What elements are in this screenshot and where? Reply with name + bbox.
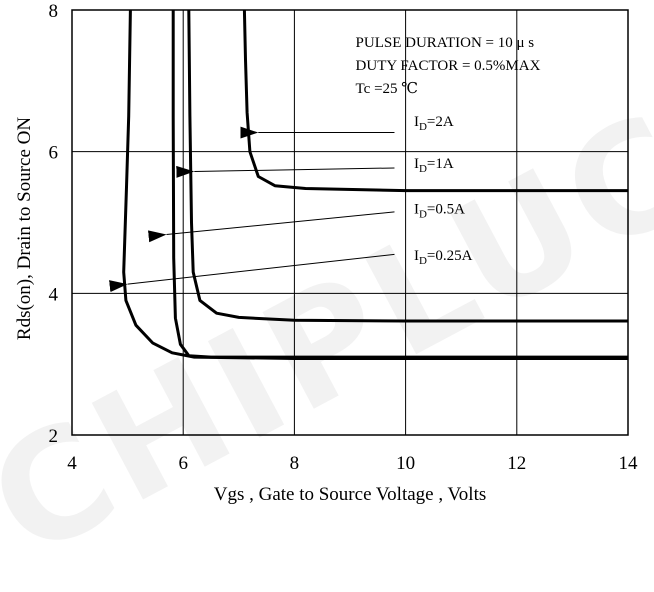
x-tick-label: 14 xyxy=(619,453,639,474)
grid xyxy=(72,10,628,435)
x-tick-label: 8 xyxy=(290,453,300,474)
series-curve-4 xyxy=(122,9,628,360)
series-arrow-3 xyxy=(148,211,395,243)
x-tick-label: 6 xyxy=(178,453,188,474)
y-tick-label: 4 xyxy=(49,284,59,305)
series-arrow-2 xyxy=(176,165,395,178)
y-tick-label: 8 xyxy=(49,1,59,22)
series-arrow-4 xyxy=(109,253,395,293)
test-conditions: PULSE DURATION = 10 μ s DUTY FACTOR = 0.5… xyxy=(356,35,541,97)
series-label-2: ID=1A xyxy=(414,156,454,175)
series-curve-1 xyxy=(242,9,628,193)
y-tick-label: 6 xyxy=(49,143,59,164)
y-tick-label: 2 xyxy=(49,426,59,447)
curves xyxy=(122,9,628,360)
annotation-arrows xyxy=(109,126,395,293)
condition-line: PULSE DURATION = 10 μ s xyxy=(356,35,535,51)
series-label-3: ID=0.5A xyxy=(414,201,465,220)
x-tick-label: 10 xyxy=(396,453,415,474)
plot-frame xyxy=(71,9,629,436)
x-tick-label: 12 xyxy=(507,453,526,474)
x-tick-label: 4 xyxy=(67,453,77,474)
condition-line: DUTY FACTOR = 0.5%MAX xyxy=(356,58,541,74)
series-label-1: ID=2A xyxy=(414,114,454,133)
series-label-4: ID=0.25A xyxy=(414,248,473,267)
condition-line: Tc =25 ℃ xyxy=(356,81,419,97)
x-axis-title: Vgs , Gate to Source Voltage , Volts xyxy=(214,484,487,505)
y-axis-title: Rds(on), Drain to Source ON xyxy=(14,117,35,340)
series-labels: ID=2A ID=1A ID=0.5A ID=0.25A xyxy=(414,114,473,267)
